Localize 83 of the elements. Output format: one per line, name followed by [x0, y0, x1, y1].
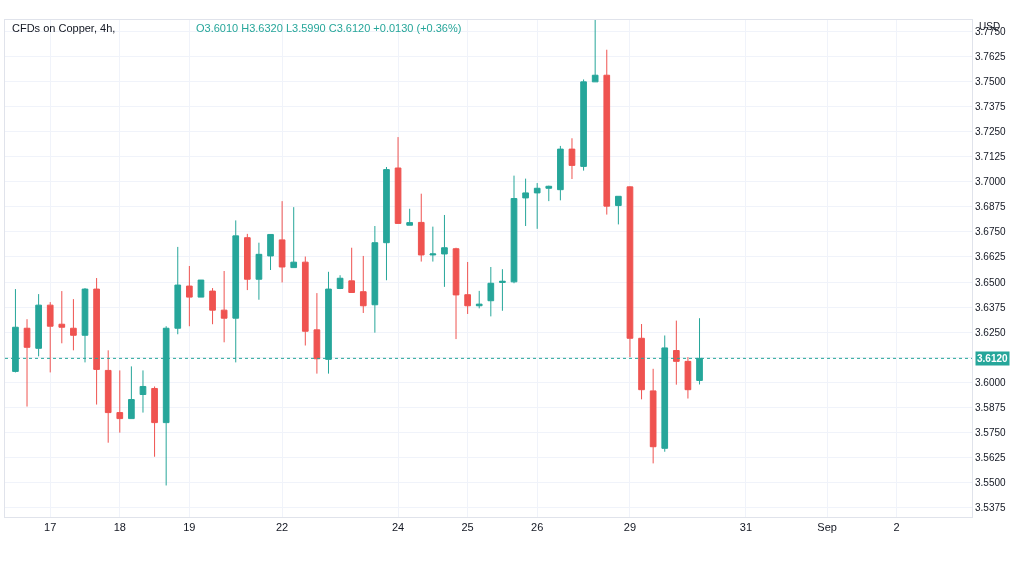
y-tick-label: 3.6375 — [975, 301, 1007, 313]
candlestick — [417, 193, 425, 263]
y-tick-label: 3.5500 — [975, 477, 1007, 489]
x-tick-label: 24 — [391, 521, 405, 534]
candlestick — [649, 368, 657, 464]
x-tick-label: 18 — [113, 521, 126, 534]
candlestick — [313, 292, 321, 375]
candlestick — [278, 200, 286, 283]
candlestick — [255, 242, 263, 301]
y-tick-label: 3.6500 — [975, 276, 1007, 288]
candlestick — [116, 369, 124, 434]
y-tick-label: 3.7000 — [975, 176, 1007, 188]
candlestick — [545, 185, 553, 202]
candlestick — [672, 320, 680, 386]
candlestick — [429, 226, 437, 263]
x-tick-label: 2 — [893, 521, 900, 534]
x-tick-label: 22 — [275, 521, 289, 534]
candlestick — [301, 256, 309, 347]
candlestick — [209, 287, 216, 325]
candlestick — [267, 233, 274, 271]
candlestick — [197, 279, 205, 298]
candlestick — [359, 255, 367, 314]
candlestick — [35, 293, 42, 357]
x-tick-label: 17 — [44, 521, 57, 534]
candlestick — [46, 301, 54, 373]
candlestick — [684, 356, 692, 400]
candlestick — [510, 175, 518, 284]
y-tick-label: 3.5875 — [975, 402, 1007, 414]
x-tick-label: 29 — [623, 521, 637, 534]
y-tick-label: 3.6625 — [975, 251, 1007, 263]
y-tick-label: 3.5625 — [975, 452, 1007, 464]
candlestick — [580, 78, 587, 172]
candlestick — [452, 247, 460, 340]
y-tick-label: 3.6250 — [975, 326, 1007, 338]
candlestick — [499, 268, 506, 312]
x-tick-label: 25 — [461, 521, 474, 534]
candlestick — [139, 369, 147, 414]
candlestick — [603, 49, 611, 216]
candlestick — [394, 136, 402, 224]
candlestick — [174, 246, 182, 335]
candlestick — [23, 318, 31, 408]
candlestick — [522, 178, 529, 227]
annotation: O3.6010 H3.6320 L3.5990 C3.6120 +0.0130 (+0.36%) — [196, 22, 462, 34]
candlestick — [371, 225, 379, 334]
y-tick-label: 3.6750 — [975, 226, 1007, 238]
candlestick — [533, 182, 541, 230]
candlestick — [70, 298, 77, 351]
y-tick-label: 3.7125 — [975, 151, 1007, 163]
candlestick — [58, 290, 66, 344]
candlestick — [336, 274, 344, 290]
candlestick — [128, 365, 135, 420]
candlestick — [406, 208, 413, 226]
x-tick-label: 31 — [739, 521, 753, 534]
x-tick-label: 26 — [531, 521, 544, 534]
candlestick — [186, 265, 193, 327]
x-tick-label: 19 — [183, 521, 196, 534]
candlestick — [568, 137, 576, 180]
y-tick-label: 3.7625 — [975, 50, 1007, 62]
candlestick — [151, 385, 158, 458]
candlestick — [220, 270, 228, 343]
candlestick — [557, 145, 564, 201]
candlestick — [383, 166, 390, 281]
y-tick-label: 3.5375 — [975, 502, 1007, 514]
candlestick — [464, 261, 471, 315]
candlestick — [104, 349, 112, 444]
candlestick — [441, 214, 448, 288]
candlestick — [615, 195, 622, 225]
candlestick — [290, 206, 298, 269]
x-tick-label: Sep — [817, 521, 837, 534]
candlestick — [93, 277, 100, 406]
y-tick-label: 3.6000 — [975, 376, 1007, 388]
candlestick — [475, 290, 483, 309]
y-tick-label: 3.7250 — [975, 125, 1007, 137]
y-tick-label: 3.7500 — [975, 75, 1007, 87]
y-tick-label: 3.5750 — [975, 427, 1007, 439]
candlestick — [487, 266, 495, 317]
chart-title: CFDs on Copper, 4h, — [12, 22, 116, 34]
candlestick — [243, 233, 251, 291]
y-tick-label: 3.7375 — [975, 100, 1007, 112]
ref-line-label: 3.6120 — [977, 353, 1009, 364]
y-tick-label: 3.6875 — [975, 201, 1007, 213]
candlestick — [348, 247, 356, 293]
candlestick — [638, 323, 645, 400]
